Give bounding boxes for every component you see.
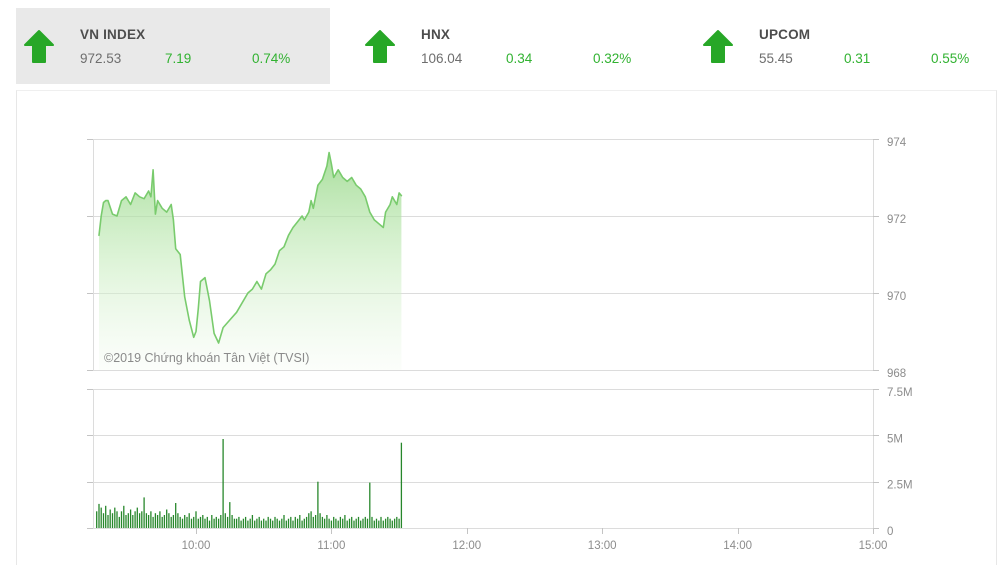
up-arrow-icon xyxy=(365,30,395,63)
tab-vn-index[interactable]: VN INDEX 972.53 7.19 0.74% xyxy=(16,8,330,84)
up-arrow-icon xyxy=(24,30,54,63)
tab-hnx[interactable]: HNX 106.04 0.34 0.32% xyxy=(345,8,661,84)
up-arrow-icon xyxy=(703,30,733,63)
index-change: 0.31 xyxy=(844,50,871,66)
svg-text:14:00: 14:00 xyxy=(723,540,752,552)
index-name: UPCOM xyxy=(759,26,811,42)
index-value: 55.45 xyxy=(759,50,793,66)
index-value: 106.04 xyxy=(421,50,463,66)
svg-text:10:00: 10:00 xyxy=(182,540,211,552)
index-change: 7.19 xyxy=(165,50,192,66)
svg-text:0: 0 xyxy=(887,526,893,538)
price-area xyxy=(99,152,402,370)
svg-text:968: 968 xyxy=(887,368,906,380)
price-line xyxy=(98,151,403,344)
volume-bars xyxy=(96,439,403,528)
index-value: 972.53 xyxy=(80,50,122,66)
svg-text:13:00: 13:00 xyxy=(588,540,617,552)
copyright-text: ©2019 Chứng khoán Tân Việt (TVSI) xyxy=(104,351,310,365)
index-percent: 0.32% xyxy=(593,50,632,66)
svg-text:2.5M: 2.5M xyxy=(887,480,913,492)
svg-text:11:00: 11:00 xyxy=(317,540,345,552)
svg-text:974: 974 xyxy=(887,137,907,149)
axis-ticks xyxy=(87,139,879,534)
svg-text:972: 972 xyxy=(887,214,906,226)
svg-text:5M: 5M xyxy=(887,433,903,445)
index-change: 0.34 xyxy=(506,50,533,66)
index-name: VN INDEX xyxy=(80,26,146,42)
index-percent: 0.55% xyxy=(931,50,970,66)
svg-text:12:00: 12:00 xyxy=(452,540,481,552)
index-percent: 0.74% xyxy=(252,50,291,66)
volume-axis-labels: 7.5M 5M 2.5M 0 xyxy=(887,387,913,538)
index-name: HNX xyxy=(421,26,451,42)
price-axis-labels: 974 972 970 968 xyxy=(887,137,907,380)
svg-text:7.5M: 7.5M xyxy=(887,387,913,399)
svg-text:970: 970 xyxy=(887,291,906,303)
svg-text:15:00: 15:00 xyxy=(859,540,888,552)
tab-upcom[interactable]: UPCOM 55.45 0.31 0.55% xyxy=(681,8,997,84)
time-axis-labels: 10:00 11:00 12:00 13:00 14:00 15:00 xyxy=(182,540,888,552)
